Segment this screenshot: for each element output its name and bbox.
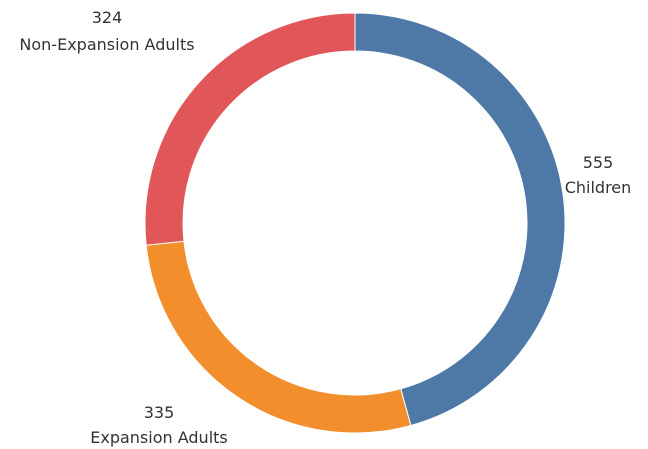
- slice-non-expansion-adults[interactable]: [144, 12, 356, 246]
- slice-category-label: Expansion Adults: [90, 428, 228, 447]
- slice-category-label: Children: [565, 178, 632, 197]
- donut-slices: [144, 12, 566, 434]
- slice-value-label: 335: [144, 403, 175, 422]
- slice-value-label: 555: [583, 153, 614, 172]
- slice-expansion-adults[interactable]: [145, 240, 412, 434]
- slice-category-label: Non-Expansion Adults: [19, 35, 194, 54]
- donut-labels: 555 Children 335 Expansion Adults 324 Non-Exp…: [19, 8, 631, 447]
- slice-children[interactable]: [354, 12, 566, 427]
- slice-value-label: 324: [92, 8, 123, 27]
